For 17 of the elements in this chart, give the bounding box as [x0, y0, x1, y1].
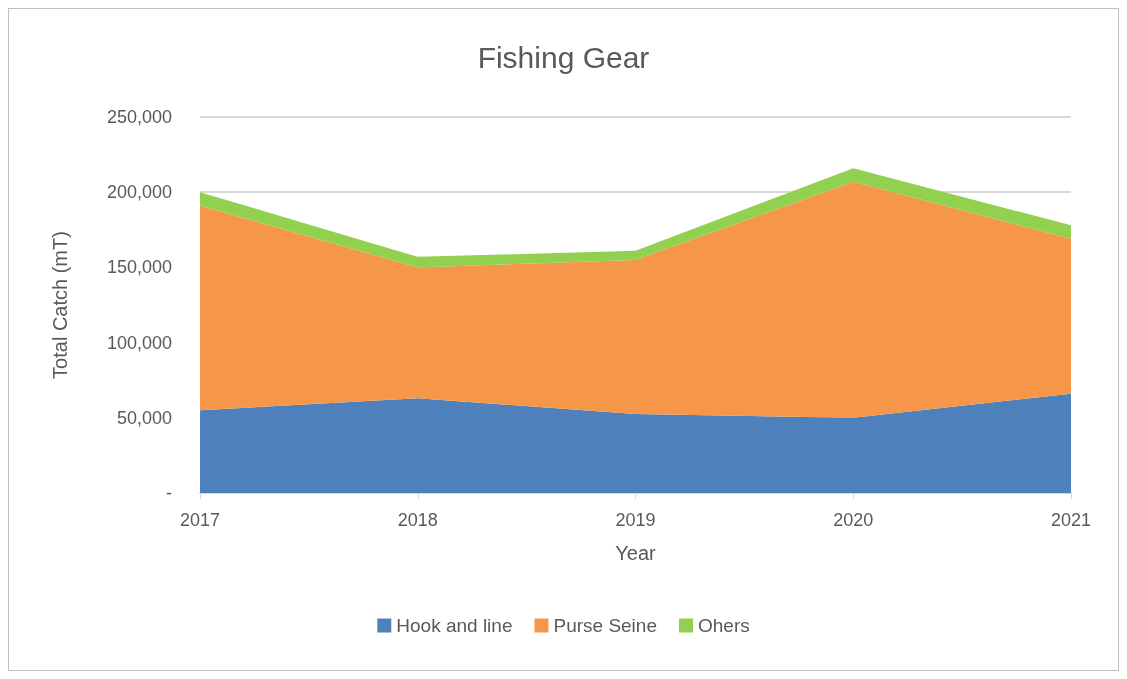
x-tick-label: 2020: [833, 510, 874, 530]
chart-title: Fishing Gear: [477, 40, 650, 74]
legend-label: Purse Seine: [553, 615, 657, 636]
x-tick-label: 2021: [1050, 510, 1092, 530]
x-axis-title: Year: [615, 542, 657, 564]
x-tick-label: 2018: [397, 510, 438, 530]
y-tick-label: 100,000: [106, 332, 172, 353]
x-tick-label: 2017: [179, 510, 221, 530]
legend-label: Ohers: [697, 615, 750, 636]
y-tick-label: -: [166, 483, 172, 503]
y-tick-label: 150,000: [106, 257, 172, 278]
y-tick-label: 200,000: [106, 182, 172, 203]
y-tick-label: 50,000: [116, 407, 172, 428]
legend-label: Hook and line: [396, 615, 513, 636]
y-axis-title: Total Catch (mT): [49, 231, 71, 379]
x-tick-label: 2019: [615, 510, 656, 530]
y-tick-label: 250,000: [106, 107, 172, 127]
